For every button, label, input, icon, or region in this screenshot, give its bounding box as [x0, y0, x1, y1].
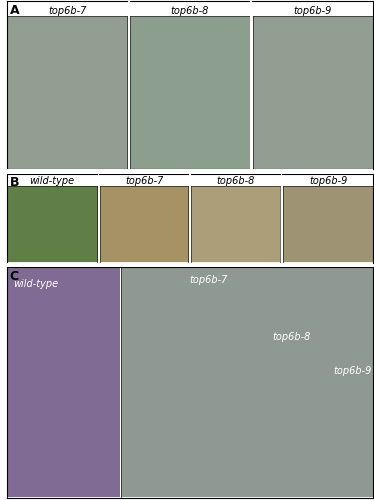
Text: top6b-7: top6b-7: [189, 275, 227, 285]
Text: C: C: [10, 270, 19, 283]
Text: top6b-9: top6b-9: [309, 176, 347, 186]
Text: A: A: [10, 4, 19, 16]
Text: wild-type: wild-type: [29, 176, 74, 186]
Text: top6b-7: top6b-7: [48, 6, 86, 16]
Text: top6b-9: top6b-9: [333, 366, 371, 376]
Text: top6b-8: top6b-8: [272, 332, 311, 342]
Text: top6b-7: top6b-7: [125, 176, 163, 186]
Text: wild-type: wild-type: [13, 278, 59, 288]
Text: top6b-9: top6b-9: [294, 6, 332, 16]
Text: top6b-8: top6b-8: [171, 6, 209, 16]
Text: B: B: [10, 176, 19, 189]
Text: top6b-8: top6b-8: [217, 176, 255, 186]
